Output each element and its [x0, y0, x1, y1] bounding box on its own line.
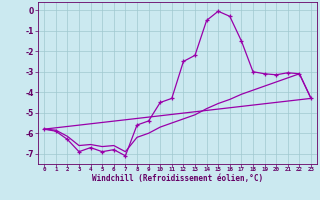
X-axis label: Windchill (Refroidissement éolien,°C): Windchill (Refroidissement éolien,°C)	[92, 174, 263, 183]
